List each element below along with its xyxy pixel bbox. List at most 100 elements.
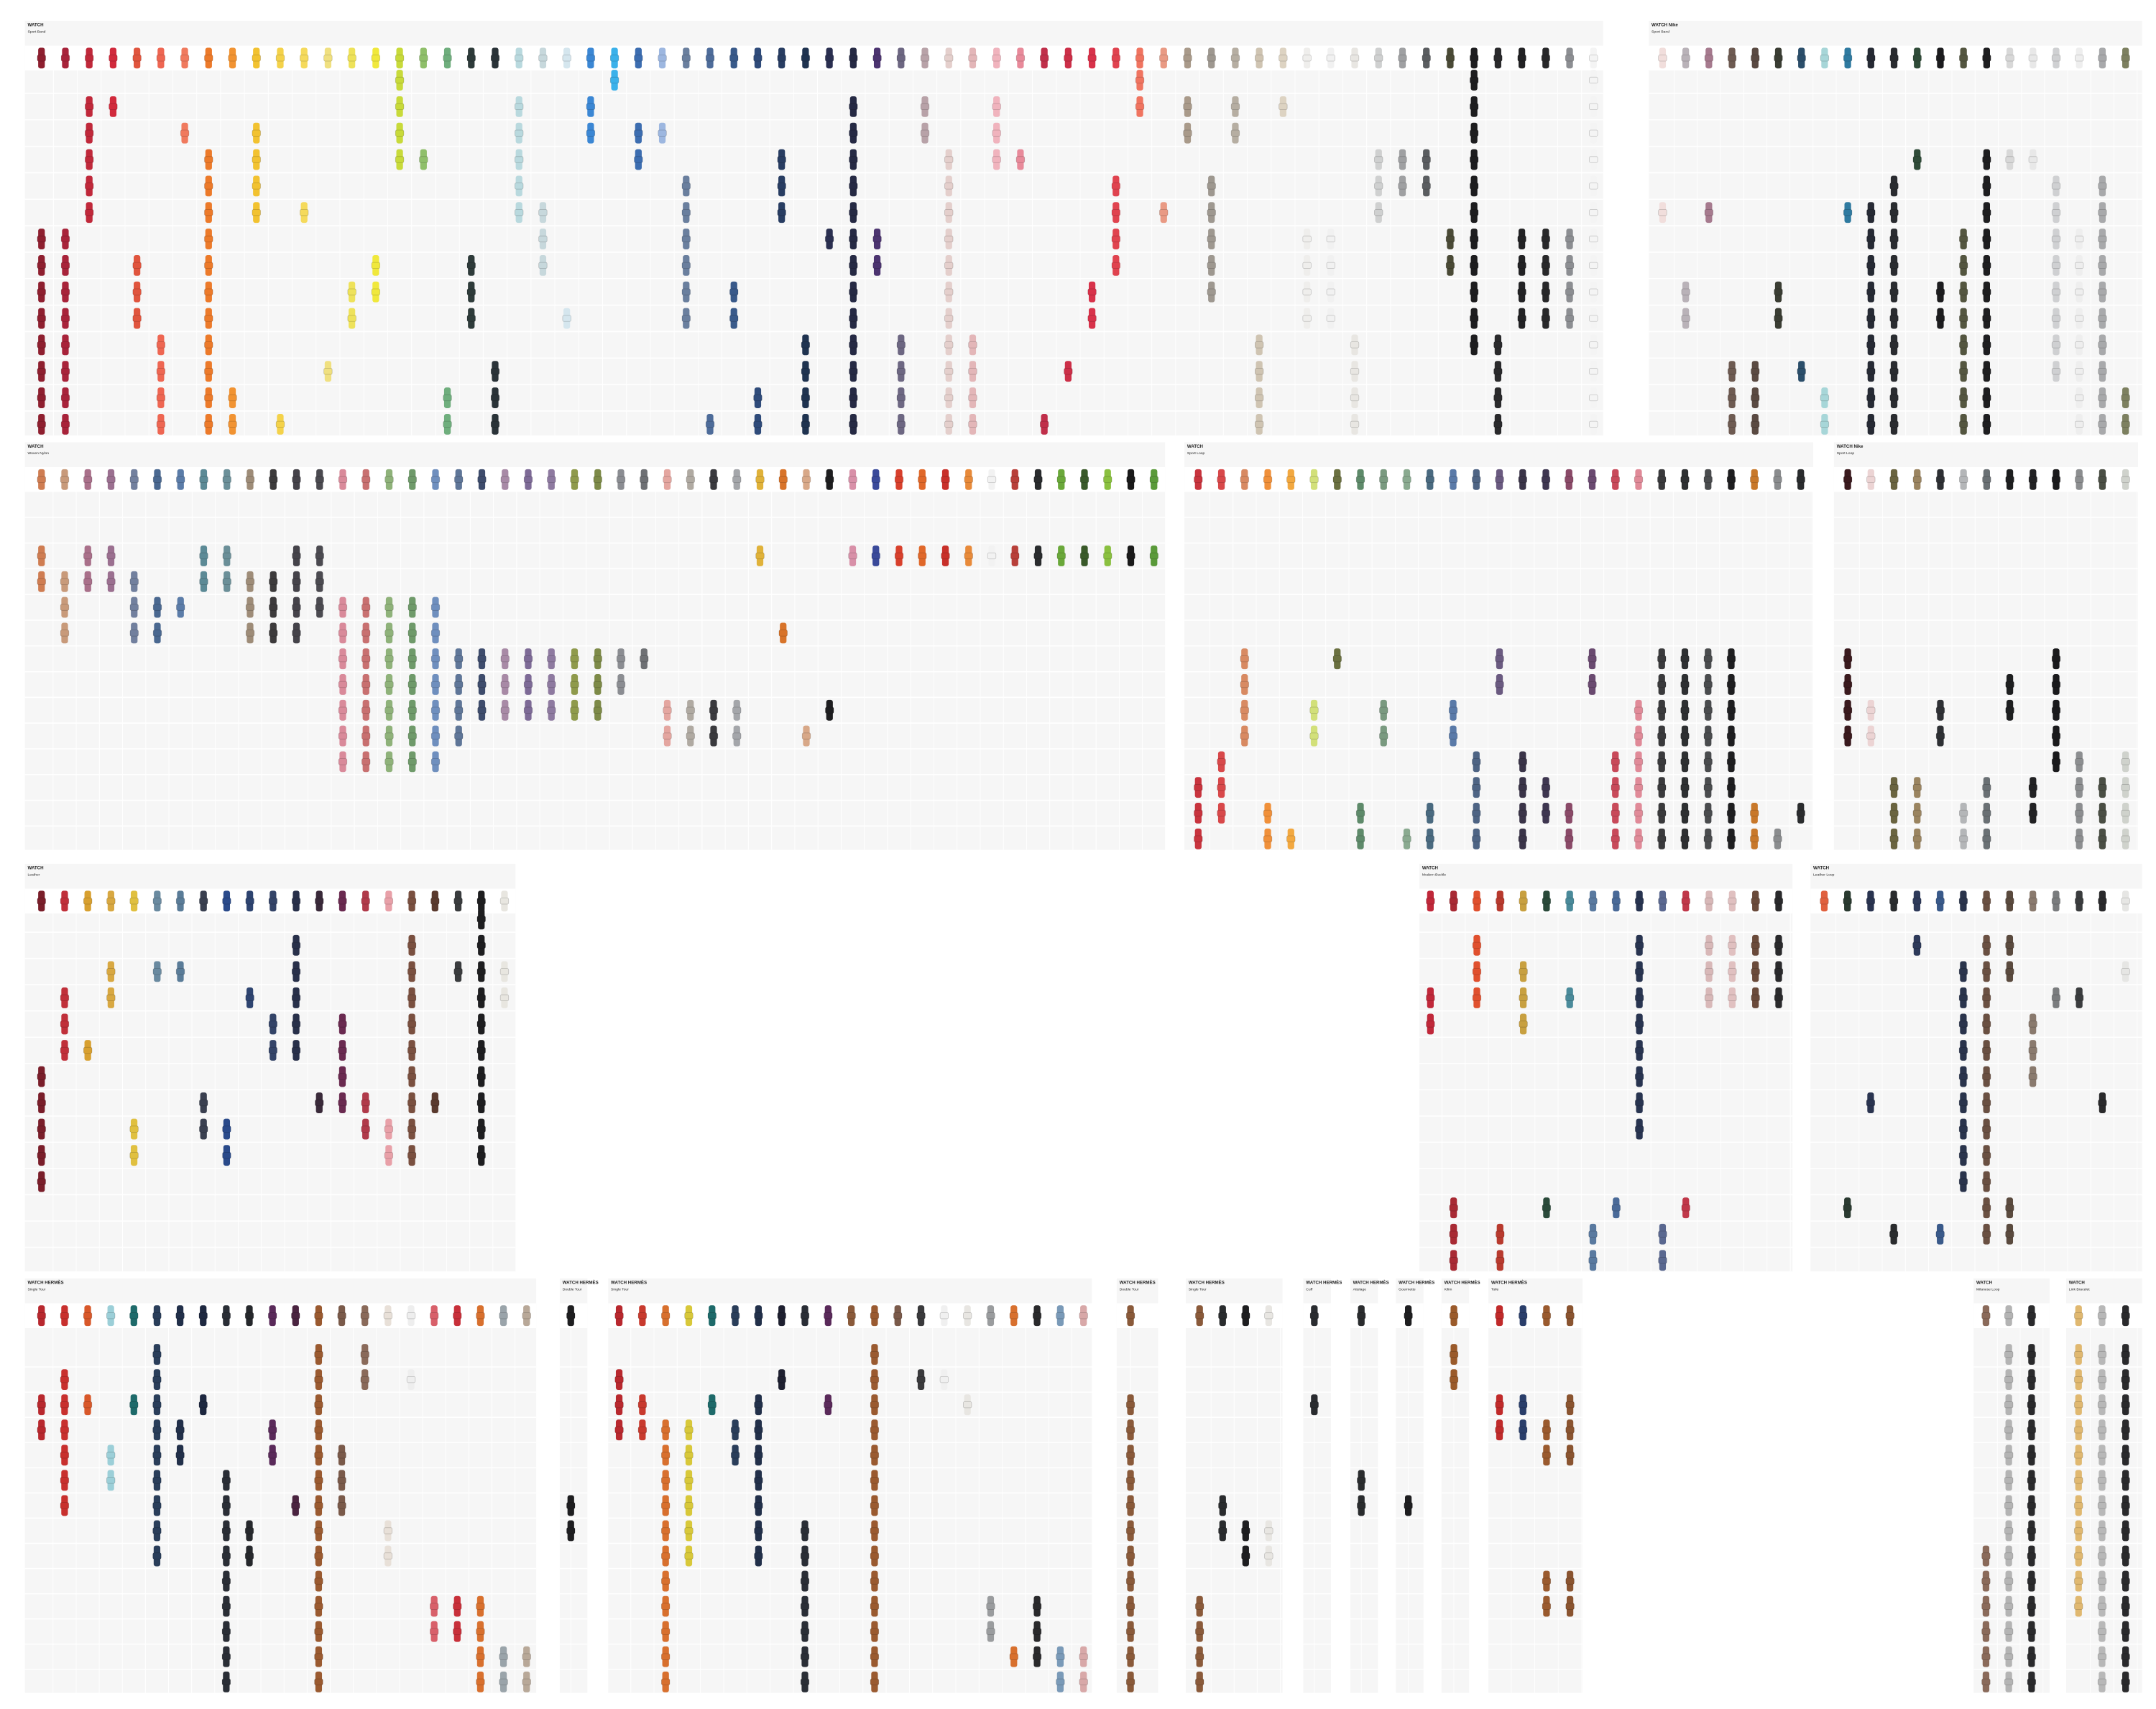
band — [37, 890, 46, 912]
band-case — [1982, 288, 1991, 295]
band-case — [992, 129, 1001, 137]
band-case — [824, 235, 834, 243]
band — [1207, 47, 1216, 69]
band — [1959, 254, 1968, 276]
band-case — [2098, 368, 2107, 375]
band-case — [476, 898, 486, 905]
band-case — [222, 552, 231, 560]
band — [454, 725, 464, 747]
band-case — [2121, 1577, 2130, 1585]
band — [849, 254, 858, 276]
band-case — [1589, 129, 1598, 137]
band — [315, 596, 324, 618]
band — [1519, 1305, 1528, 1327]
band-case — [1404, 1502, 1413, 1509]
band-case — [2121, 809, 2130, 817]
band — [1496, 1223, 1505, 1245]
band-case — [1681, 288, 1690, 295]
band-case — [1866, 706, 1876, 714]
band-case — [476, 1099, 486, 1107]
band-case — [1658, 1230, 1667, 1238]
band-case — [1959, 835, 1968, 842]
band — [824, 1305, 833, 1327]
band-case — [1350, 341, 1360, 349]
band-case — [1472, 968, 1482, 975]
band-case — [1773, 835, 1782, 842]
band-case — [466, 288, 476, 295]
band — [1495, 1419, 1504, 1441]
band — [152, 1520, 162, 1542]
band-case — [222, 476, 231, 483]
band-case — [1254, 55, 1264, 62]
band-case — [634, 156, 643, 163]
band-case — [60, 1452, 70, 1459]
band — [1194, 828, 1203, 849]
band — [268, 1419, 277, 1441]
band — [477, 699, 487, 721]
band — [292, 571, 301, 592]
band — [180, 47, 190, 69]
band-case — [1518, 758, 1527, 765]
band-case — [1302, 315, 1312, 322]
band-case — [1309, 1401, 1319, 1409]
band-case — [2075, 394, 2084, 402]
band-case — [1064, 368, 1073, 375]
band-case — [894, 476, 904, 483]
band — [1449, 1223, 1458, 1245]
band-case — [1495, 681, 1504, 688]
band — [1843, 674, 1853, 695]
band — [800, 1520, 810, 1542]
band-case — [476, 1678, 485, 1685]
band — [1935, 890, 1945, 912]
band — [824, 229, 834, 249]
band-case — [944, 341, 954, 349]
band-case — [1542, 1427, 1552, 1434]
band-case — [338, 758, 348, 765]
band-case — [275, 55, 285, 62]
band-case — [1449, 1257, 1458, 1264]
band-case — [944, 183, 954, 190]
band — [60, 334, 70, 356]
band — [1264, 1545, 1273, 1567]
band-case — [1033, 476, 1043, 483]
band — [944, 254, 954, 276]
band-case — [1217, 784, 1226, 791]
band — [337, 1470, 346, 1491]
band — [1449, 1250, 1458, 1271]
band — [1517, 308, 1526, 329]
band-case — [2075, 315, 2084, 322]
band — [1866, 361, 1876, 382]
band — [1195, 1595, 1204, 1617]
band — [800, 1595, 810, 1617]
band — [2097, 1545, 2107, 1567]
band — [430, 469, 441, 490]
band — [1240, 725, 1249, 747]
band-case — [614, 1401, 624, 1409]
band-case — [1039, 420, 1049, 428]
band-case — [1326, 235, 1335, 243]
band-case — [1518, 835, 1527, 842]
band — [658, 122, 667, 144]
band — [2121, 777, 2130, 798]
band-case — [204, 183, 213, 190]
band — [686, 725, 695, 747]
band — [2097, 1470, 2107, 1491]
band — [684, 1445, 694, 1466]
band — [204, 254, 213, 276]
band — [1565, 308, 1575, 329]
band — [1634, 1040, 1644, 1061]
panel-subtitle: Milanese Loop — [1976, 1287, 2000, 1291]
band — [1982, 229, 1991, 249]
band — [515, 96, 524, 117]
band-case — [1726, 681, 1736, 688]
band — [1589, 334, 1598, 356]
band — [1774, 934, 1784, 956]
band — [2075, 308, 2084, 329]
band — [83, 1394, 93, 1416]
band-case — [60, 1427, 70, 1434]
band-case — [2097, 1653, 2107, 1660]
band-case — [152, 1350, 162, 1358]
band — [570, 699, 579, 721]
band — [85, 175, 94, 197]
band — [616, 648, 626, 670]
